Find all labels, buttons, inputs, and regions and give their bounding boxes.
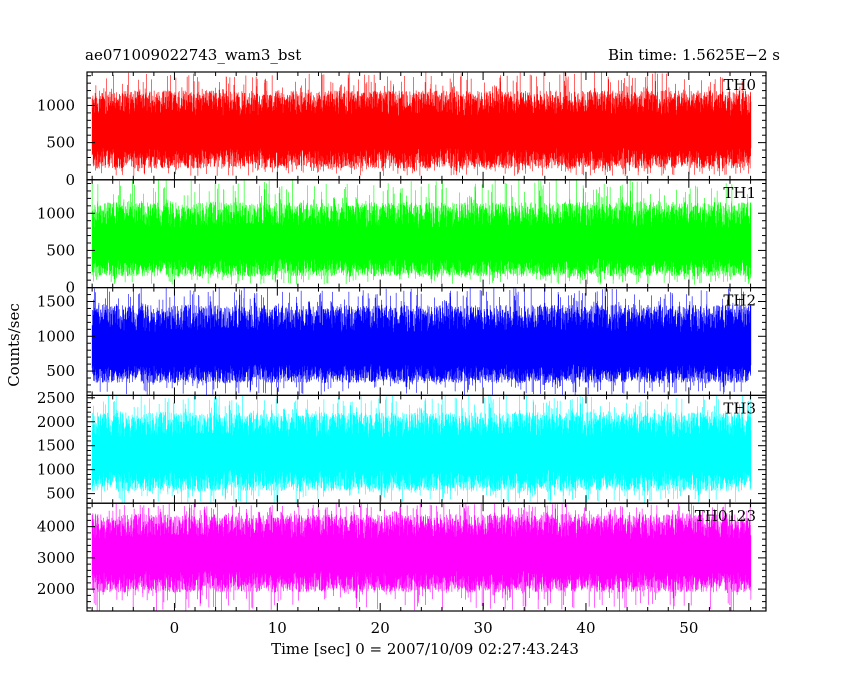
x-tick-label: 0 [170,619,180,637]
panel-label-th0: TH0 [723,76,756,94]
panel-label-th0123: TH0123 [695,507,756,525]
panel-th0123: 2000 3000 4000 TH0123 [37,502,767,612]
panels-group: 0 500 1000 TH0 0 500 1000 TH1 500 1000 1500 TH2 500 1… [37,71,767,612]
x-axis-ticks: 0 10 20 30 40 50 [170,619,699,637]
panel-th1: 0 500 1000 TH1 [37,179,767,297]
x-tick-label: 40 [576,619,595,637]
y-tick-label: 4000 [37,518,75,536]
y-tick-label: 1000 [37,96,75,114]
panel-frame [86,502,767,612]
y-tick-label: 0 [65,279,75,297]
panel-th3: 500 1000 1500 2000 2500 TH3 [37,389,767,504]
x-axis-label: Time [sec] 0 = 2007/10/09 02:27:43.243 [271,640,579,658]
panel-label-th2: TH2 [723,292,756,310]
panel-label-th1: TH1 [723,184,756,202]
panel-label-th3: TH3 [723,399,756,417]
y-tick-label: 500 [46,362,75,380]
bin-time-label: Bin time: 1.5625E−2 s [608,46,780,64]
y-tick-label: 500 [46,134,75,152]
panel-th2: 500 1000 1500 TH2 [37,287,767,397]
figure-title: ae071009022743_wam3_bst [85,46,301,64]
y-tick-label: 1500 [37,437,75,455]
series-th0 [91,72,752,176]
x-tick-label: 30 [474,619,493,637]
x-tick-label: 50 [679,619,698,637]
y-tick-label: 500 [46,485,75,503]
series-th3 [91,395,752,504]
y-tick-label: 2500 [37,389,75,407]
series-th1 [91,179,752,285]
y-tick-label: 1000 [37,327,75,345]
y-tick-label: 2000 [37,580,75,598]
y-axis-label: Counts/sec [5,303,23,387]
panel-th0: 0 500 1000 TH0 [37,71,767,189]
series-th2 [91,287,752,396]
x-tick-label: 10 [268,619,287,637]
y-tick-label: 1000 [37,204,75,222]
y-tick-label: 0 [65,171,75,189]
y-tick-label: 3000 [37,549,75,567]
x-tick-label: 20 [371,619,390,637]
y-tick-label: 1500 [37,293,75,311]
y-tick-label: 2000 [37,413,75,431]
series-th0123 [91,503,752,611]
y-tick-label: 1000 [37,461,75,479]
y-tick-label: 500 [46,241,75,259]
